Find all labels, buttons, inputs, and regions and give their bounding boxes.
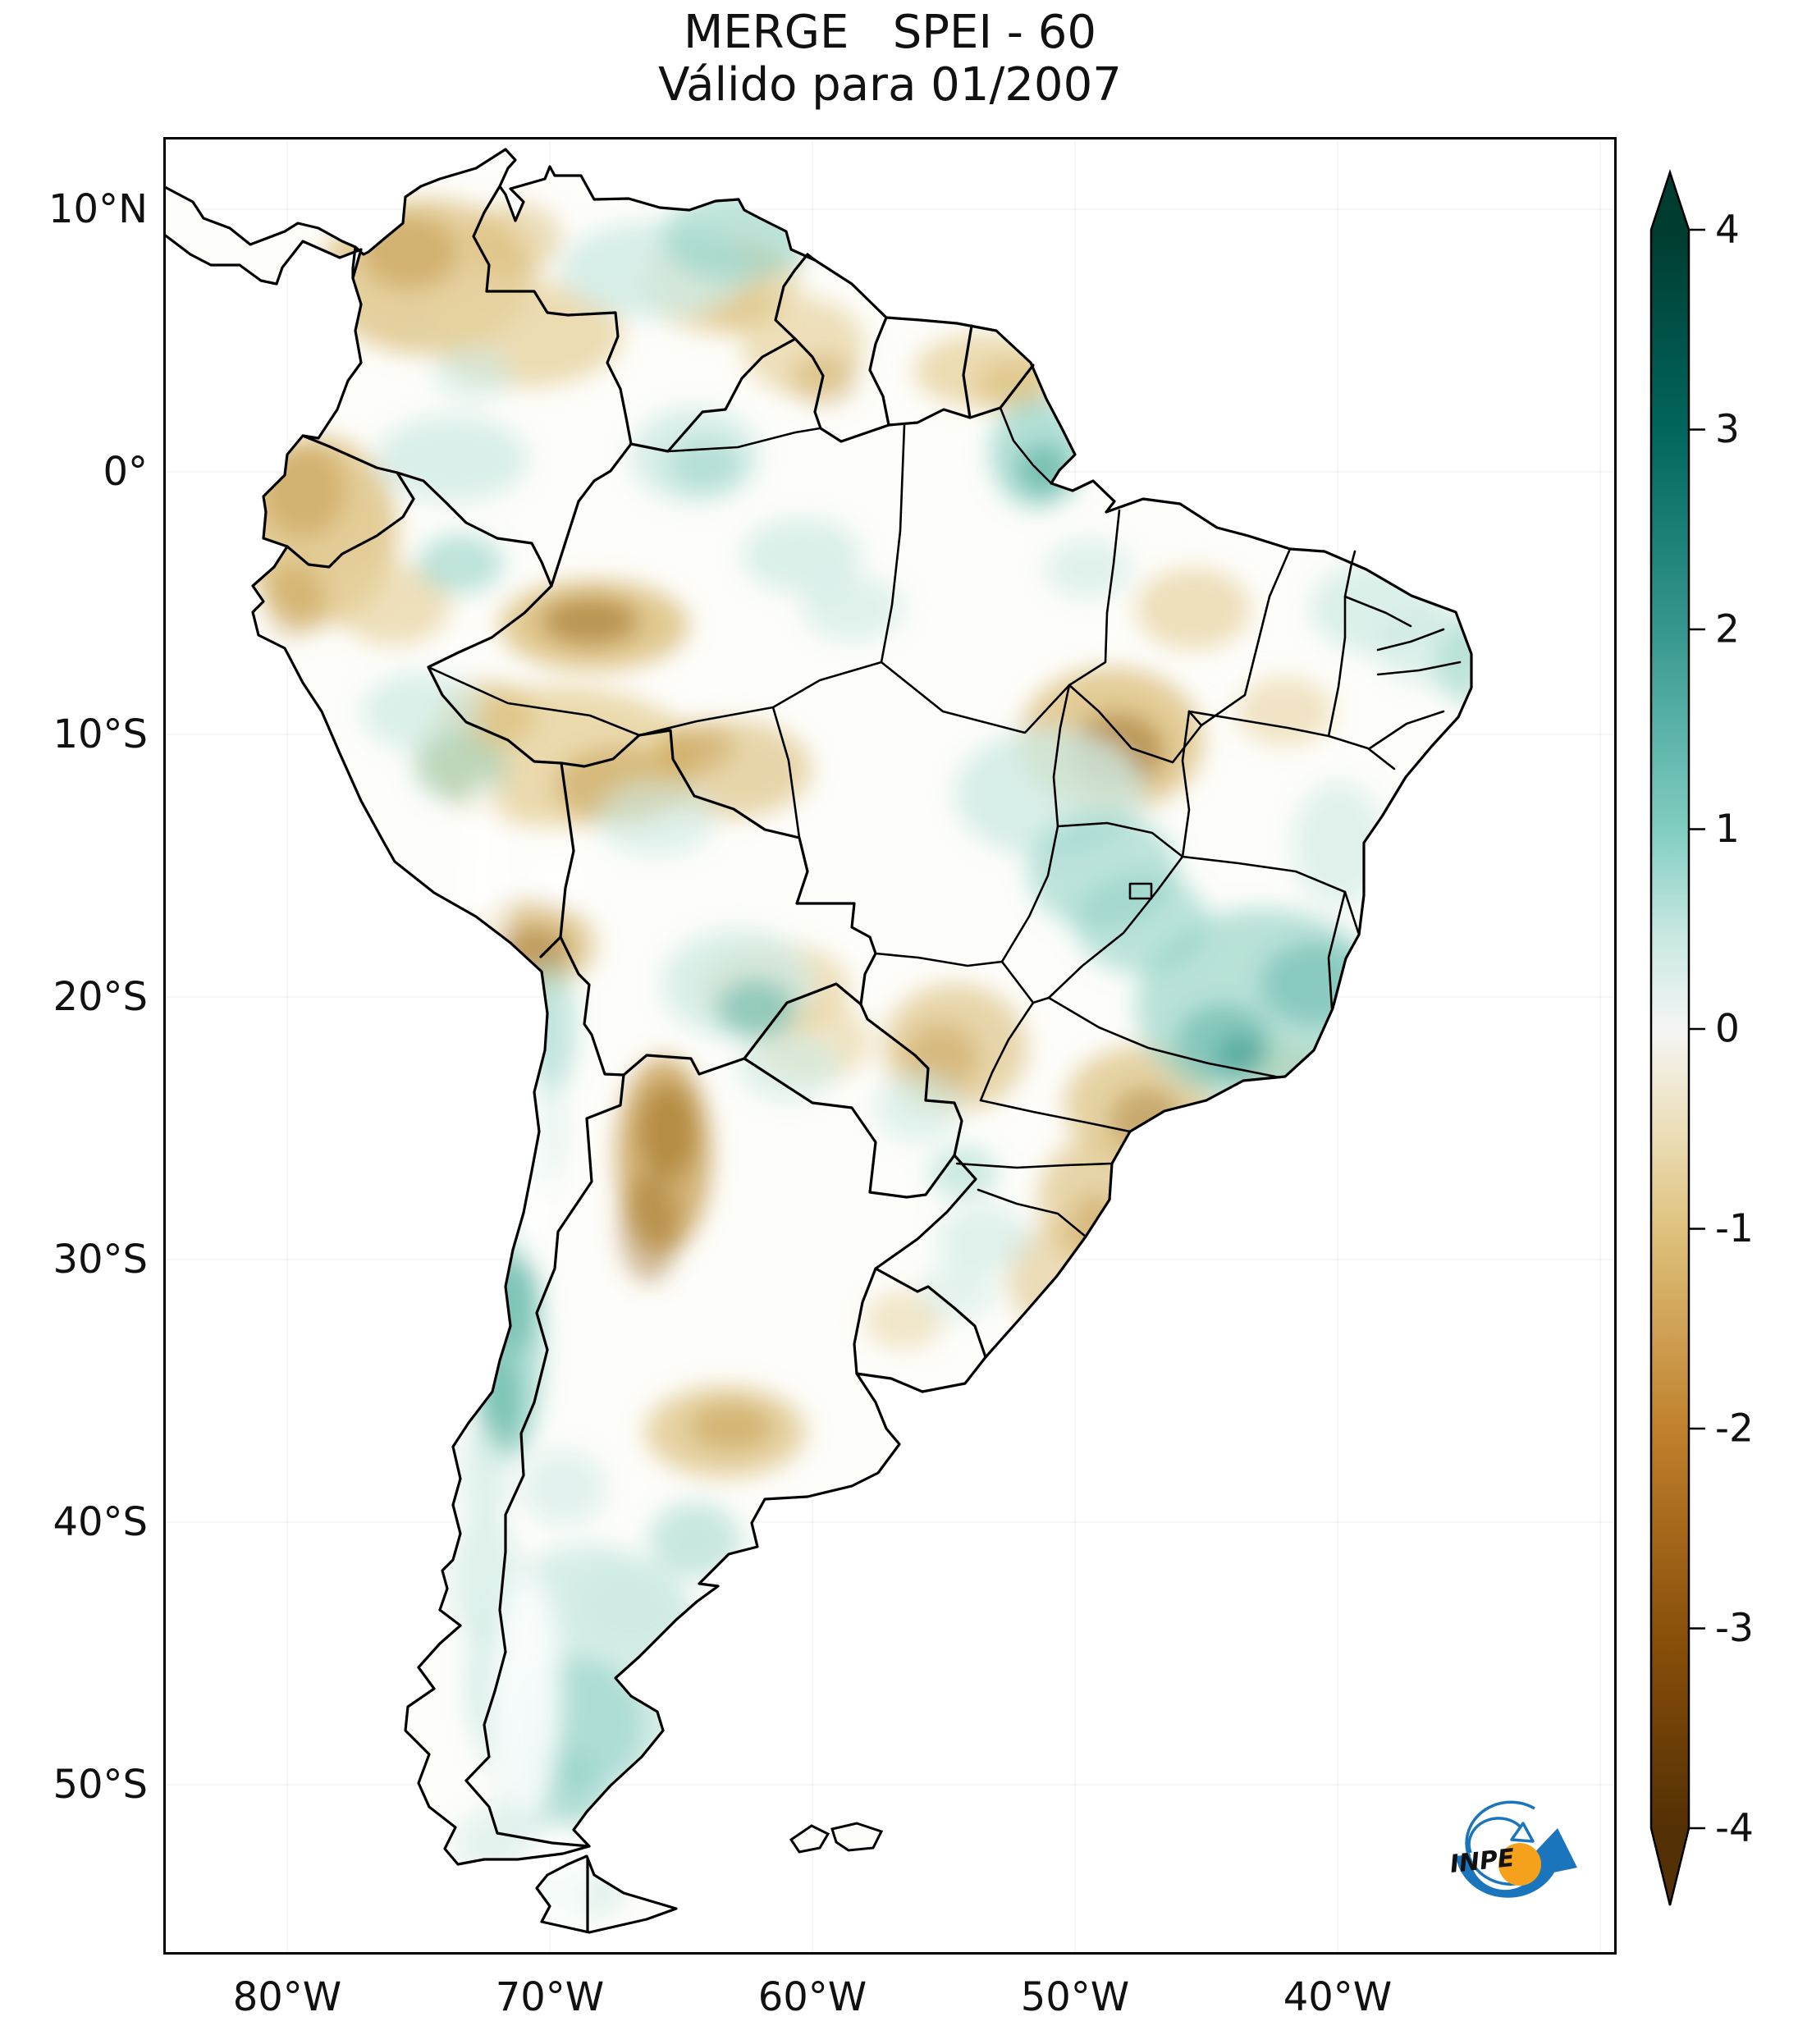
colorbar-tick-label: 3 [1715, 407, 1740, 452]
inpe-swoosh-icon [1456, 1800, 1577, 1898]
colorbar-gradient-bar [1649, 168, 1690, 1906]
colorbar: 4 3 2 1 0 -1 -2 -3 -4 [1641, 168, 1798, 1920]
colorbar-tick-label: 2 [1715, 607, 1740, 652]
lat-tick-label: 30°S [53, 1237, 148, 1283]
lat-tick-label: 0° [103, 449, 148, 495]
map-panel [163, 137, 1617, 1955]
map-canvas [163, 137, 1617, 1955]
lat-tick-label: 40°S [53, 1499, 148, 1545]
lat-tick-label: 20°S [53, 974, 148, 1020]
lat-tick-label: 10°S [53, 711, 148, 757]
colorbar-tick-label: -3 [1715, 1606, 1754, 1651]
inpe-logo-canvas: INPE [1448, 1800, 1577, 1898]
lon-tick-label: 80°W [232, 1974, 342, 2020]
lat-tick-label: 50°S [53, 1762, 148, 1808]
inpe-logo-text: INPE [1448, 1844, 1516, 1879]
colorbar-tick-labels: 4 3 2 1 0 -1 -2 -3 -4 [1715, 208, 1754, 1851]
falkland-islands [789, 1822, 884, 1854]
colorbar-tick-label: -2 [1715, 1406, 1754, 1452]
colorbar-tick-label: 0 [1715, 1007, 1740, 1052]
colorbar-tick-label: 4 [1715, 208, 1740, 253]
colorbar-canvas: 4 3 2 1 0 -1 -2 -3 -4 [1649, 168, 1754, 1906]
country-borders [286, 185, 1035, 1932]
lon-tick-label: 40°W [1283, 1974, 1393, 2020]
chart-title-block: MERGE SPEI - 60 Válido para 01/2007 [163, 7, 1617, 112]
lon-tick-label: 50°W [1020, 1974, 1130, 2020]
lon-tick-label: 60°W [757, 1974, 867, 2020]
chart-title: MERGE SPEI - 60 [683, 6, 1097, 59]
colorbar-tick-label: 1 [1715, 807, 1740, 852]
spei-raster-field [241, 192, 1471, 1932]
axes-frame [163, 137, 1617, 1955]
colorbar-tick-label: -1 [1715, 1206, 1754, 1251]
lat-tick-label: 10°N [48, 186, 148, 232]
colorbar-tick-label: -4 [1715, 1806, 1754, 1851]
colorbar-tick-marks [1689, 228, 1705, 1830]
inpe-logo: INPE [1443, 1794, 1582, 1909]
chart-subtitle: Válido para 01/2007 [658, 58, 1122, 112]
state-borders [427, 406, 1462, 1238]
lon-tick-label: 70°W [495, 1974, 605, 2020]
